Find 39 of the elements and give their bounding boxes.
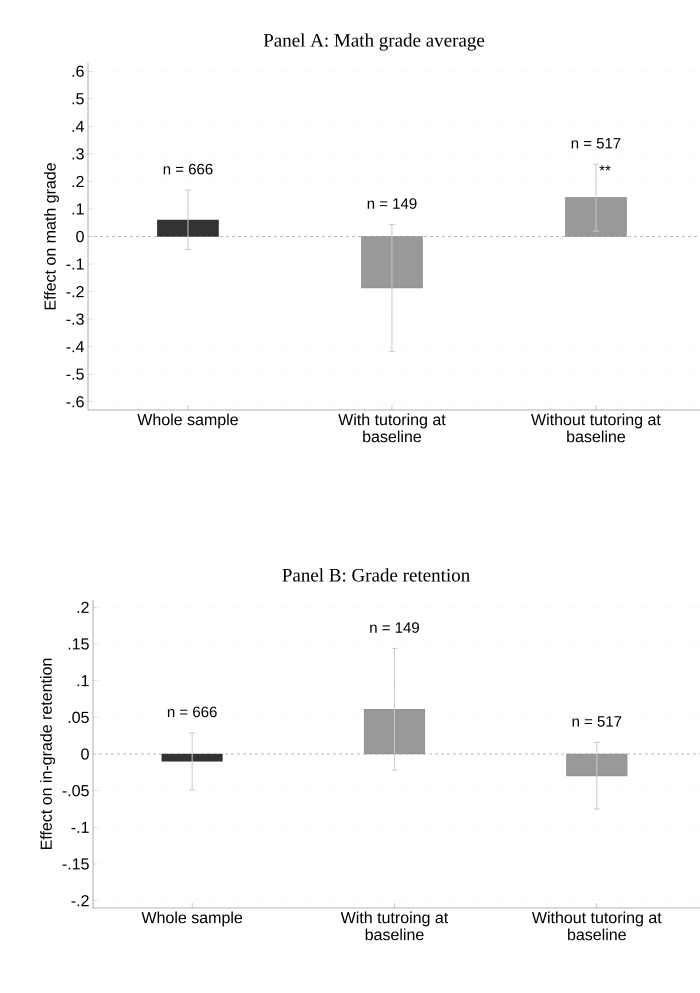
x-tick-label: Without tutoring at baseline — [530, 414, 660, 442]
x-tick-label: With tutoring at baseline — [338, 414, 446, 442]
annotation: n = 666 — [168, 706, 216, 718]
annotation: n = 517 — [571, 138, 620, 149]
annotation: ** — [599, 165, 610, 171]
y-tick-label: -.2 — [66, 286, 84, 298]
y-tick-label: 0 — [80, 748, 89, 760]
y-tick-label: -.3 — [66, 313, 84, 325]
chart-title: Panel A: Math grade average — [264, 33, 484, 51]
y-tick-label: .2 — [72, 176, 84, 188]
y-tick-label: -.5 — [66, 368, 84, 380]
y-tick-label: -.15 — [62, 858, 89, 870]
y-tick-label: -.4 — [66, 341, 84, 352]
y-tick-label: -.1 — [71, 822, 88, 833]
y-tick-label: .3 — [72, 148, 84, 160]
y-tick-label: -.6 — [66, 396, 84, 408]
x-tick-label: With tutroing at baseline — [340, 912, 448, 940]
y-tick-label: -.05 — [62, 785, 89, 796]
y-tick-label: -.2 — [71, 895, 88, 906]
y-tick-label: -.1 — [66, 258, 84, 270]
y-tick-label: 0 — [76, 230, 84, 242]
y-tick-label: .15 — [68, 638, 89, 650]
x-tick-label: Without tutoring at baseline — [532, 912, 662, 940]
x-tick-label: Whole sample — [137, 414, 238, 428]
annotation: n = 149 — [370, 622, 419, 633]
y-tick-label: .1 — [77, 675, 88, 686]
chart-title: Panel B: Grade retention — [282, 568, 470, 582]
y-tick-label: .05 — [68, 712, 89, 723]
y-tick-label: .2 — [77, 602, 88, 613]
y-axis-title: Effect on math grade — [44, 163, 59, 310]
x-tick-label: Whole sample — [141, 912, 242, 926]
annotation: n = 149 — [367, 198, 416, 209]
y-tick-label: .4 — [72, 120, 84, 132]
y-tick-label: .1 — [72, 203, 84, 214]
y-axis-title: Effect on in-grade retention — [40, 658, 55, 850]
y-tick-label: .5 — [72, 93, 84, 104]
y-tick-label: .6 — [72, 66, 84, 77]
annotation: n = 517 — [572, 716, 622, 727]
annotation: n = 666 — [163, 164, 212, 174]
